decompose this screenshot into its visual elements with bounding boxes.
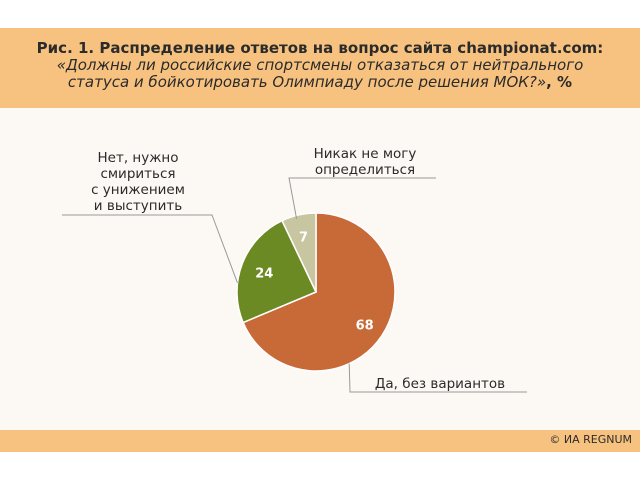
slice-undecided-category-label: определиться (315, 162, 415, 178)
title-line-3: статуса и бойкотировать Олимпиаду после … (0, 74, 640, 91)
slice-undecided-category-label: Никак не могу (314, 146, 417, 162)
slice-undecided-value-label: 7 (299, 231, 308, 246)
header-band (0, 28, 640, 108)
slice-yes (242, 212, 396, 372)
slice-no-leader-line (62, 214, 238, 284)
title-unit: , % (546, 73, 573, 91)
chart-title: Рис. 1. Распределение ответов на вопрос … (0, 40, 640, 91)
slice-no-category-label: Нет, нужно (98, 150, 179, 166)
slice-undecided (281, 212, 317, 293)
slice-no-category-label: смириться (100, 166, 175, 182)
slice-no-value-label: 24 (255, 266, 273, 281)
slice-yes-leader-line (348, 363, 527, 393)
title-line-2: «Должны ли российские спортсмены отказат… (56, 56, 584, 74)
title-line-1: Рис. 1. Распределение ответов на вопрос … (36, 39, 604, 57)
slice-no-category-label: с унижением (91, 182, 185, 198)
slice-no (236, 219, 318, 324)
title-line-3-question: статуса и бойкотировать Олимпиаду после … (67, 73, 547, 91)
slice-undecided-leader-line (288, 177, 436, 219)
copyright-text: © ИА REGNUM (549, 433, 632, 446)
slice-yes-value-label: 68 (356, 318, 374, 333)
slice-yes-category-label: Да, без вариантов (375, 376, 505, 392)
footer-band (0, 430, 640, 452)
slice-no-category-label: и выступить (94, 198, 182, 214)
